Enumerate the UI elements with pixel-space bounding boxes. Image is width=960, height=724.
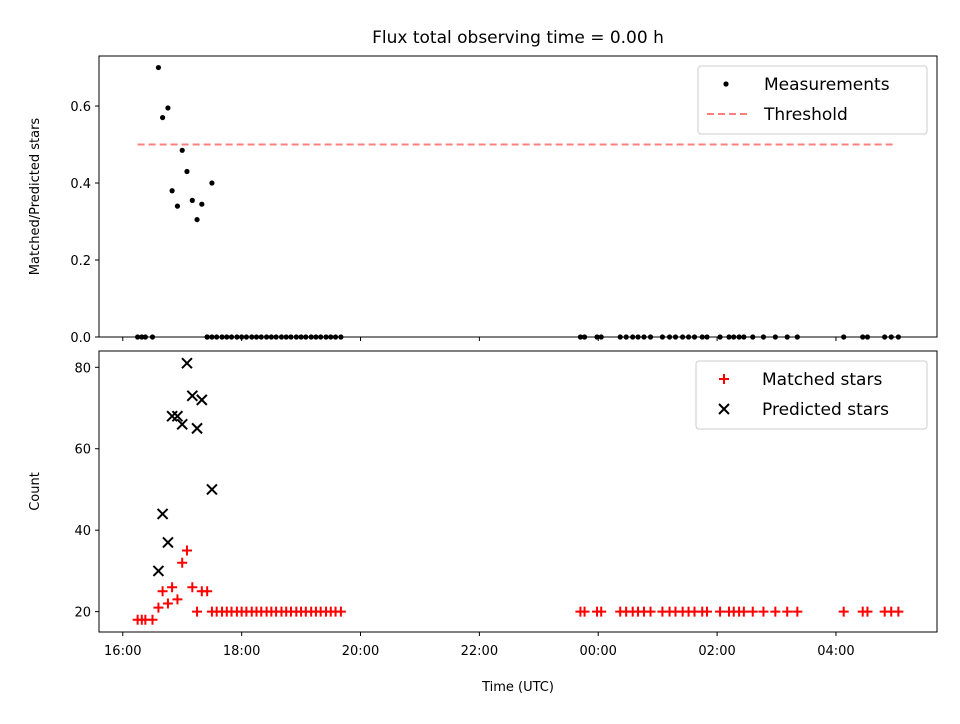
y-tick-label: 40: [74, 524, 91, 539]
bottom-panel: 20 40 60 80 16:00 18:00 20:00 22:00 00:00 02:00 04…: [28, 350, 938, 695]
series-matched-stars: [132, 545, 904, 625]
measurement-point: [184, 168, 190, 175]
matched-star-point: [202, 586, 213, 597]
legend-box: [695, 360, 928, 430]
x-axis-label: Time (UTC): [481, 680, 554, 695]
legend-matched-marker: [719, 374, 729, 384]
top-panel: Flux total observing time = 0.00 h 0.0 0.2…: [28, 28, 938, 346]
y-axis-label: Count: [28, 472, 43, 511]
measurement-point: [209, 180, 215, 186]
measurement-point: [189, 197, 195, 203]
y-tick-label: 20: [74, 606, 91, 621]
plot-frame: [98, 350, 938, 633]
matched-star-point: [738, 606, 749, 617]
predicted-star-point: [181, 357, 193, 369]
matched-star-point: [782, 606, 793, 617]
legend-entry-label: Matched stars: [762, 370, 882, 390]
y-tick-label: 0.0: [70, 331, 91, 346]
x-tick-label: 22:00: [461, 644, 498, 659]
matched-star-point: [177, 557, 188, 568]
x-tick-label: 16:00: [104, 644, 141, 659]
measurement-point: [155, 64, 162, 71]
matched-star-point: [192, 606, 203, 617]
y-tick-label: 0.6: [70, 100, 91, 115]
plot-frame: [98, 55, 938, 338]
y-tick-label: 0.4: [70, 177, 91, 192]
y-tick-label: 0.2: [70, 254, 91, 269]
predicted-star-point: [152, 565, 165, 577]
predicted-star-point: [156, 508, 169, 520]
predicted-star-point: [191, 422, 203, 435]
legend-box: [697, 65, 928, 135]
predicted-star-point: [206, 483, 218, 496]
y-tick-label: 60: [74, 443, 91, 458]
matched-star-point: [770, 606, 781, 617]
legend: Measurements Threshold: [697, 65, 928, 135]
x-tick-label: 00:00: [579, 644, 616, 659]
matched-star-point: [579, 606, 590, 617]
matched-star-point: [147, 614, 158, 625]
measurement-point: [179, 147, 185, 153]
matched-star-point: [715, 606, 726, 617]
predicted-star-point: [176, 418, 188, 431]
predicted-star-point: [166, 410, 178, 422]
legend-entry-label: Threshold: [763, 105, 848, 125]
matched-star-point: [596, 606, 607, 617]
legend-entry-label: Measurements: [764, 75, 890, 95]
matched-star-point: [167, 582, 178, 593]
x-tick-label: 04:00: [817, 644, 854, 659]
predicted-star-point: [162, 536, 174, 549]
legend-measurement-marker: [723, 81, 729, 87]
measurement-point: [174, 203, 181, 209]
legend-entry-label: Predicted stars: [762, 400, 889, 420]
matched-star-point: [838, 606, 849, 617]
matched-star-point: [187, 582, 198, 593]
x-tick-label: 02:00: [698, 644, 735, 659]
measurement-point: [199, 201, 205, 207]
y-axis-label: Matched/Predicted stars: [28, 118, 43, 276]
matched-star-point: [645, 606, 656, 617]
matched-star-point: [162, 598, 173, 609]
predicted-star-point: [171, 410, 184, 422]
measurement-point: [165, 105, 171, 111]
x-tick-label: 20:00: [342, 644, 379, 659]
predicted-star-point: [186, 390, 199, 402]
measurement-point: [194, 216, 200, 223]
matched-star-point: [153, 602, 164, 613]
matched-star-point: [792, 606, 803, 617]
x-tick-label: 18:00: [223, 644, 260, 659]
measurement-point: [169, 188, 175, 194]
matched-star-point: [157, 586, 168, 597]
matched-star-point: [172, 594, 183, 605]
matched-star-point: [893, 606, 904, 617]
predicted-star-point: [196, 394, 208, 406]
measurement-point: [159, 114, 166, 121]
matched-star-point: [862, 606, 873, 617]
chart-title: Flux total observing time = 0.00 h: [372, 28, 664, 48]
series-predicted-stars: [152, 357, 218, 577]
matched-star-point: [335, 606, 346, 617]
matched-star-point: [758, 606, 769, 617]
matched-star-point: [701, 606, 712, 617]
y-tick-label: 80: [74, 361, 91, 376]
matched-star-point: [747, 606, 758, 617]
matched-star-point: [181, 545, 192, 556]
legend-predicted-marker: [718, 403, 730, 415]
legend: Matched stars Predicted stars: [695, 360, 928, 430]
